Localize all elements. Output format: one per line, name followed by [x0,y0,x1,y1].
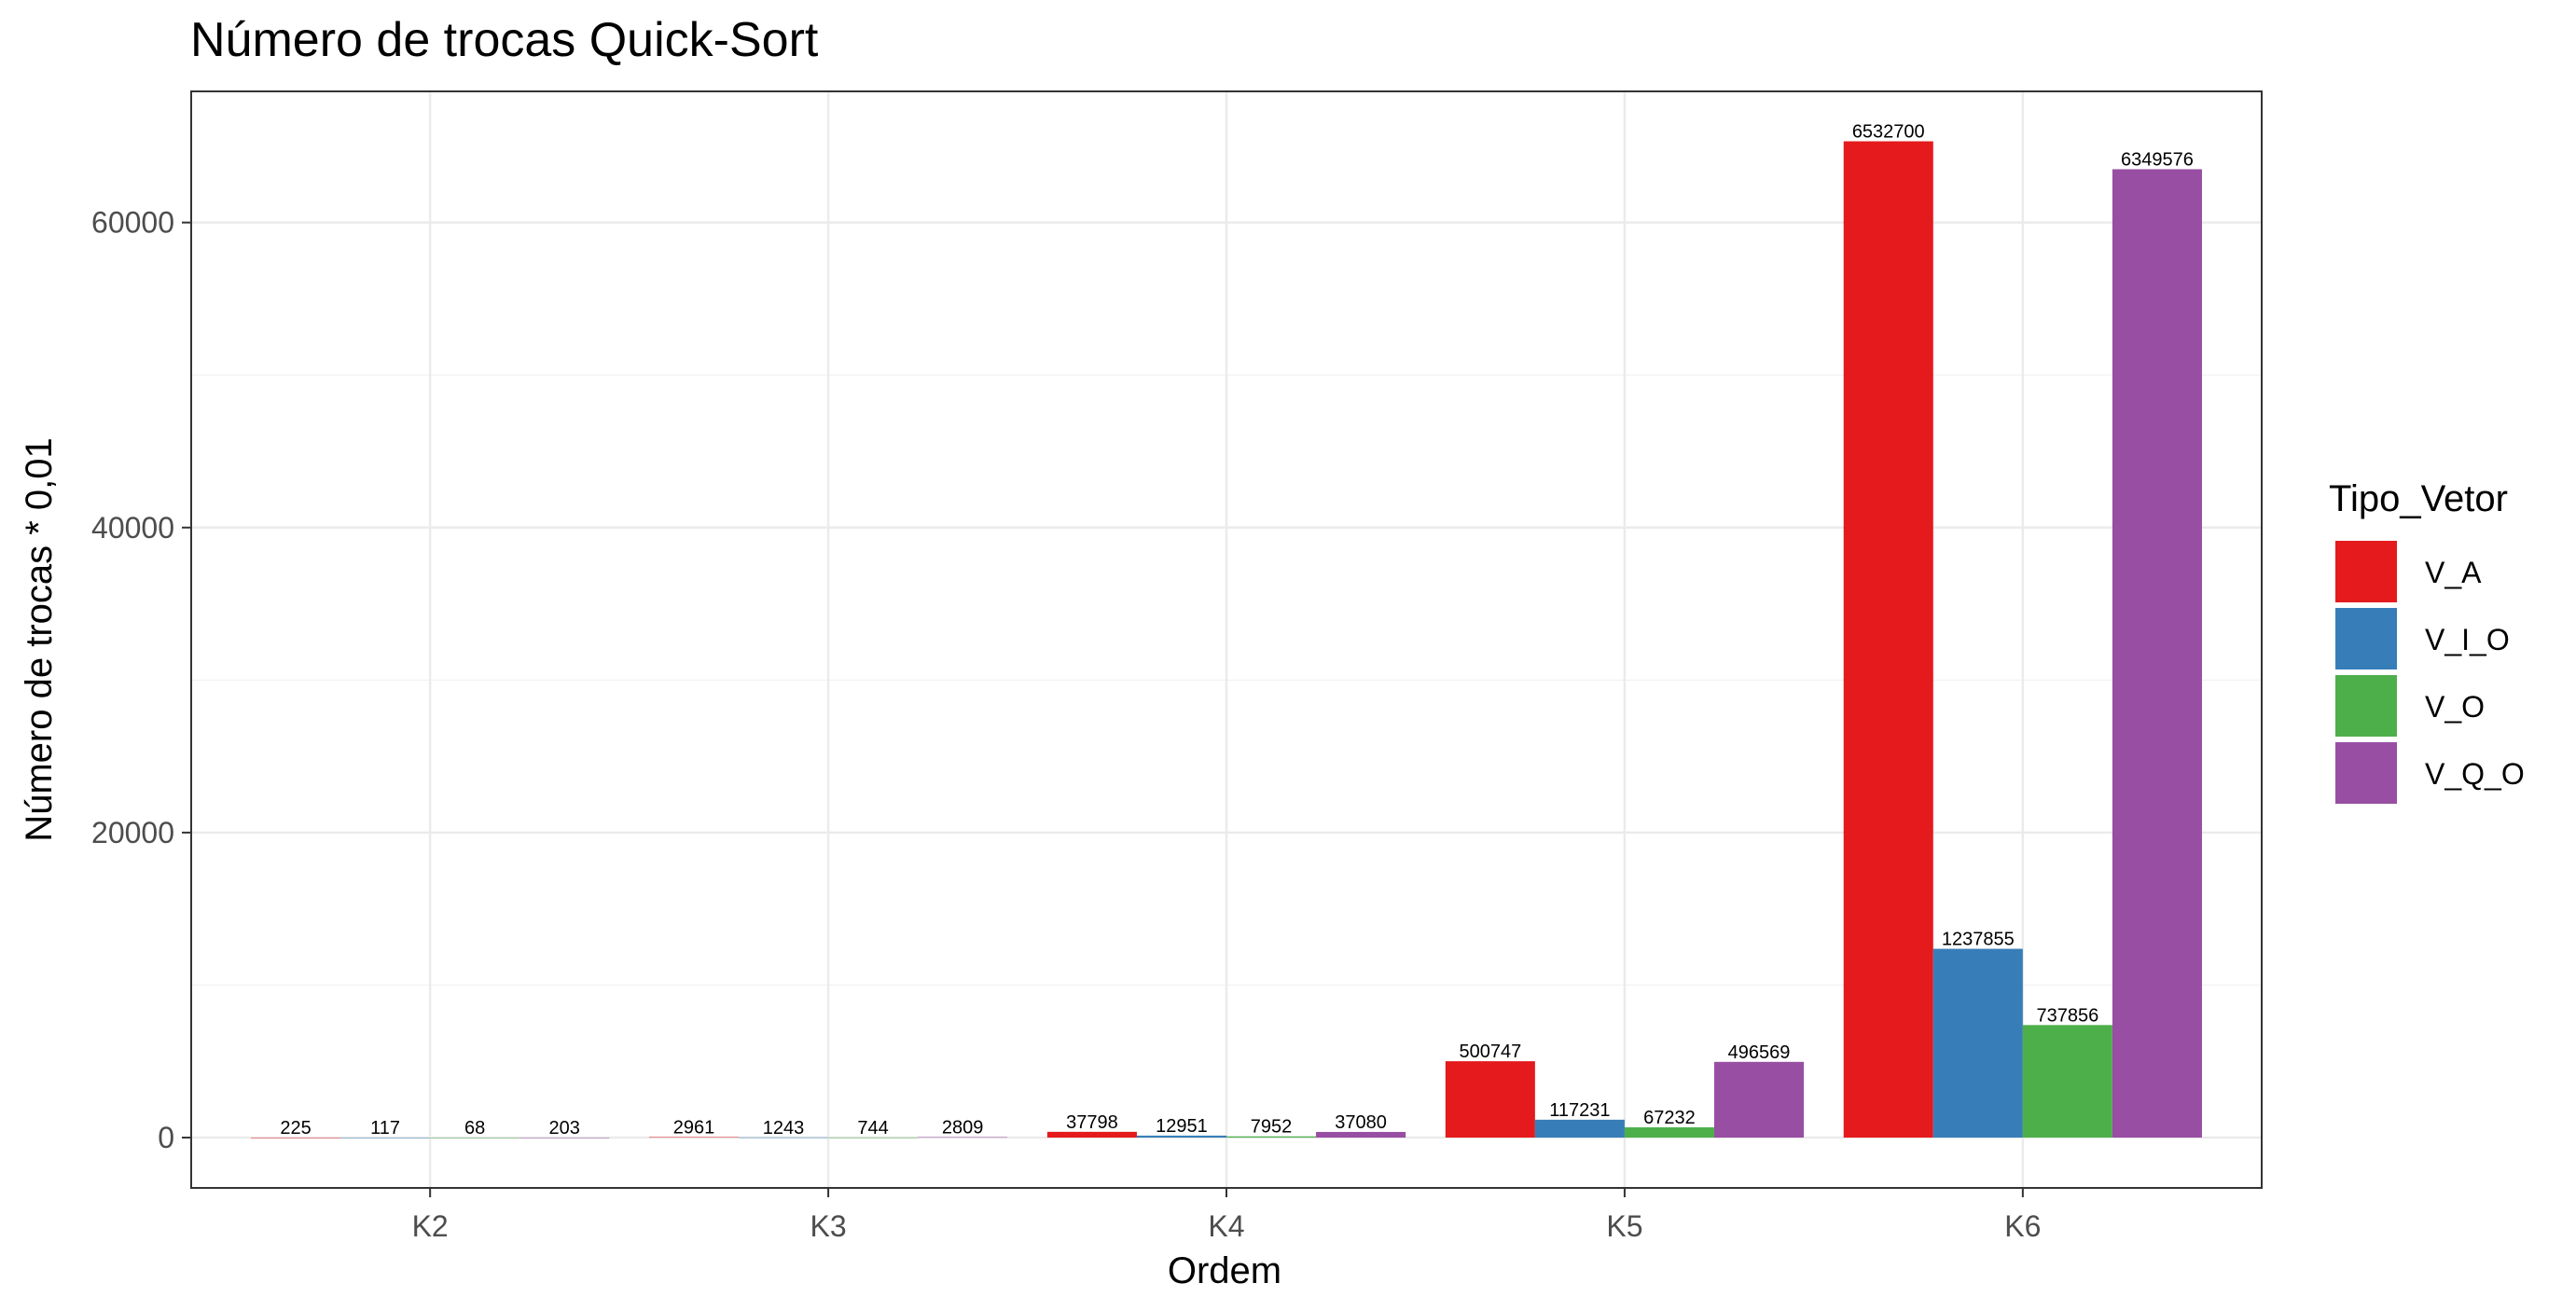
bar [1226,1136,1317,1138]
bar [2112,169,2202,1138]
y-tick-label: 0 [158,1121,174,1154]
bar-value-label: 7952 [1251,1117,1293,1138]
x-tick-label: K2 [412,1209,449,1243]
x-tick-label: K4 [1208,1209,1244,1243]
chart-title: Número de trocas Quick-Sort [190,13,819,67]
bar-value-label: 1237855 [1942,930,2015,950]
legend-label: V_O [2425,690,2485,724]
bar [1316,1131,1406,1138]
bar-value-label: 12951 [1156,1116,1208,1137]
bar-value-label: 117 [370,1118,400,1138]
bar-value-label: 37798 [1066,1112,1118,1133]
y-tick-label: 20000 [91,816,174,849]
bar [1624,1127,1714,1138]
bar-value-label: 37080 [1335,1112,1387,1133]
x-axis: K2 K3 K4 K5 K6 [412,1188,2041,1243]
bar-value-label: 6532700 [1852,122,1925,143]
bar [1843,141,1933,1138]
bar-labels: 225 117 68 203 2961 1243 744 2809 37798 12951 7952… [280,122,2193,1138]
bar-value-label: 2809 [942,1118,984,1138]
legend-label: V_I_O [2425,623,2510,656]
x-axis-title: Ordem [1168,1250,1281,1291]
y-axis: 0 20000 40000 60000 [91,206,191,1154]
bar-value-label: 744 [857,1118,888,1138]
x-tick-label: K6 [2004,1209,2041,1243]
legend-label: V_A [2425,556,2482,589]
bar-value-label: 225 [280,1118,311,1138]
x-tick-label: K5 [1606,1209,1642,1243]
bar-value-label: 2961 [673,1118,715,1138]
bar [1136,1135,1226,1138]
bar [1046,1131,1137,1138]
bar-value-label: 6349576 [2121,149,2194,170]
bar-value-label: 496569 [1728,1042,1791,1063]
bar [1713,1061,1805,1138]
y-tick-label: 40000 [91,511,174,545]
legend-swatch [2335,742,2397,804]
legend-label: V_Q_O [2425,757,2525,791]
bar-value-label: 737856 [2037,1005,2099,1026]
bar [1932,948,2023,1138]
bar-value-label: 67232 [1643,1108,1696,1128]
legend-title: Tipo_Vetor [2329,478,2508,519]
x-tick-label: K3 [810,1209,847,1243]
bar-value-label: 203 [549,1118,580,1138]
bar-value-label: 68 [464,1118,485,1138]
y-axis-title: Número de trocas * 0,01 [19,437,60,842]
bar [2022,1025,2112,1138]
bar-value-label: 500747 [1459,1042,1521,1062]
bars [251,141,2202,1138]
legend-swatch [2335,675,2397,737]
legend-swatch [2335,608,2397,669]
bar [1445,1061,1535,1138]
bar-value-label: 117231 [1549,1100,1610,1121]
legend: Tipo_Vetor V_A V_I_O V_O V_Q_O [2329,478,2525,804]
legend-swatch [2335,541,2397,602]
bar-value-label: 1243 [763,1118,805,1138]
bar [1534,1119,1625,1138]
y-tick-label: 60000 [91,206,174,240]
